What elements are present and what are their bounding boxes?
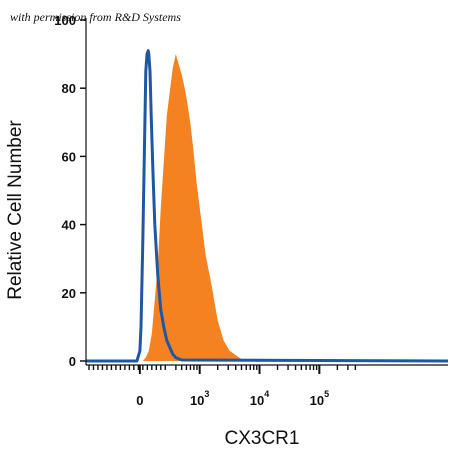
plot-series — [86, 49, 449, 363]
x-axis-label: CX3CR1 — [225, 428, 300, 449]
y-tick-label: 80 — [62, 81, 76, 96]
x-tick-label: 103 — [190, 389, 209, 408]
y-tick-label: 20 — [62, 286, 76, 301]
y-tick-label: 60 — [62, 149, 76, 164]
x-tick-label: 105 — [310, 389, 329, 408]
x-tick-label: 104 — [250, 389, 269, 408]
x-tick-label: 0 — [136, 393, 143, 408]
y-axis-ticks: 0 20 40 60 80 100 — [54, 13, 86, 369]
y-axis-label: Relative Cell Number — [5, 120, 26, 300]
series-filled-histogram — [86, 54, 448, 361]
series-outline-histogram — [86, 49, 449, 363]
credit-text: with permission from R&D Systems — [10, 10, 181, 24]
y-tick-label: 100 — [54, 13, 76, 28]
x-axis-ticks: 0 103 104 105 — [88, 365, 357, 408]
y-tick-label: 40 — [62, 218, 76, 233]
y-tick-label: 0 — [69, 354, 76, 369]
